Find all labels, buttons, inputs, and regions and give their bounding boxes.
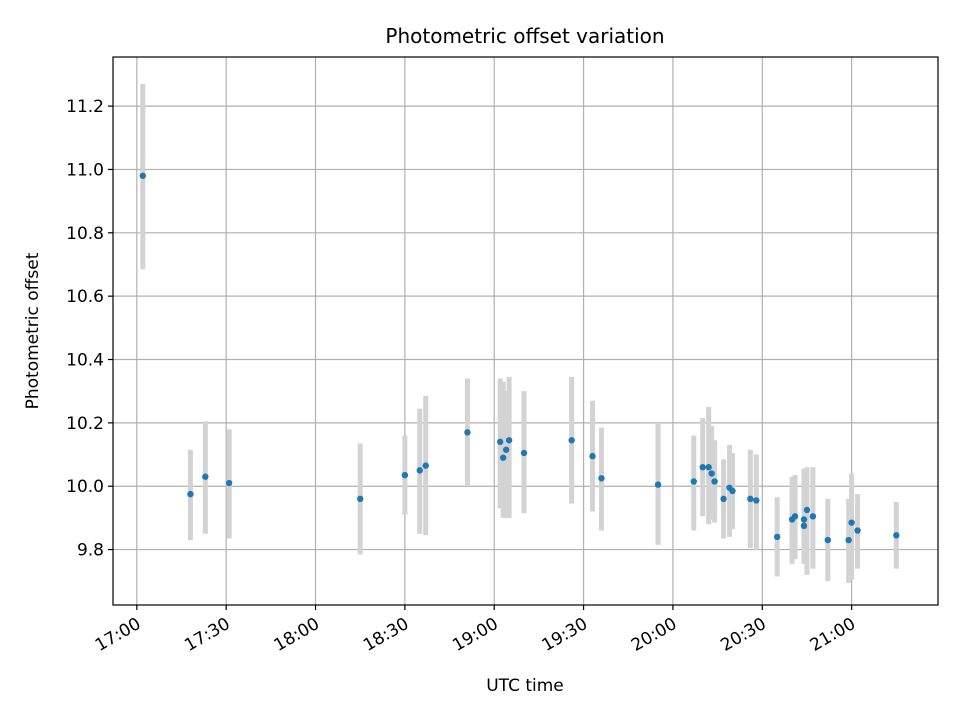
y-tick-label: 11.2 [66,97,104,117]
data-point [589,452,596,460]
data-point [854,527,861,534]
y-tick-label: 9.8 [77,541,104,561]
data-point [520,449,528,457]
y-tick-label: 10.8 [66,224,104,244]
data-point [729,487,736,495]
data-point [845,536,852,544]
data-point [422,462,429,469]
data-point [690,478,697,485]
data-point [699,464,706,471]
y-tick-label: 10.0 [66,477,104,497]
data-point [401,471,409,479]
data-point [800,516,808,523]
y-axis-title: Photometric offset [23,252,43,409]
data-point [187,490,194,498]
data-point [225,479,233,487]
data-point [800,522,808,530]
data-point [139,172,146,179]
data-point [791,513,799,520]
data-point [773,533,781,541]
data-point [747,495,754,503]
data-point [502,446,510,453]
data-point [598,475,605,482]
chart-title: Photometric offset variation [385,24,664,48]
data-point [720,495,727,503]
y-tick-label: 11.0 [66,160,104,180]
data-point [202,473,209,480]
plot-frame [112,56,939,606]
data-point [708,470,715,477]
y-tick-label: 10.2 [66,414,104,434]
data-point [753,497,760,504]
x-axis-title: UTC time [486,676,564,696]
data-point [711,478,718,485]
data-point [464,429,471,436]
y-tick-label: 10.4 [66,351,104,371]
data-point [357,495,364,503]
data-point [803,506,811,514]
data-point [654,481,662,488]
data-point [416,467,423,474]
data-point [824,536,832,544]
data-point [505,437,513,444]
data-point [496,438,504,446]
data-point [705,464,712,471]
data-point [499,454,507,461]
data-point [848,519,855,526]
ticks [108,105,853,610]
data-point [809,513,817,520]
y-tick-label: 10.6 [66,287,104,307]
data-points [139,172,900,544]
data-point [568,437,575,444]
data-point [893,532,900,539]
